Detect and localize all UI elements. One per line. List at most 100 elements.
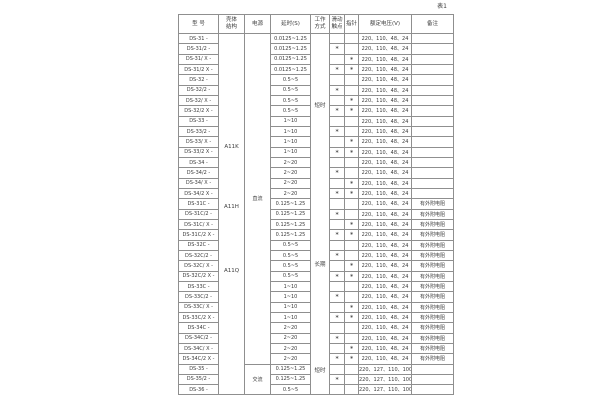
remark-cell: 有外附电阻 [411,198,454,210]
delay-cell: 0.0125~1.25 [270,43,311,55]
model-cell: DS-31/ X - [178,53,219,66]
slide-contact-cell [329,301,345,313]
header-shell: 壳体 结构 [218,14,245,34]
remark-cell [411,373,454,386]
pointer-cell [344,156,359,169]
pointer-cell: ∗ [344,146,359,158]
delay-cell: 0.5~5 [270,239,311,251]
header-voltage: 额定电压(V) [358,14,412,34]
remark-cell [411,115,454,127]
delay-cell: 0.125~1.25 [270,373,311,386]
remark-cell [411,43,454,55]
voltage-cell: 220、110、48、24 [358,156,412,169]
remark-cell: 有外附电阻 [411,332,454,344]
delay-cell: 0.5~5 [270,260,311,272]
model-cell: DS-33C/ X - [178,301,219,313]
remark-cell [411,105,454,117]
remark-cell [411,136,454,148]
slide-contact-cell: ∗ [329,43,345,55]
slide-contact-cell: ∗ [329,270,345,282]
model-cell: DS-33C/2 - [178,291,219,303]
pointer-cell [344,384,359,396]
pointer-cell: ∗ [344,301,359,313]
pointer-cell [344,84,359,96]
voltage-cell: 220、110、48、24 [358,249,412,262]
delay-cell: 0.5~5 [270,270,311,282]
model-cell: DS-31C/2 - [178,208,219,220]
slide-contact-cell [329,94,345,107]
delay-cell: 1~10 [270,291,311,303]
delay-cell: 0.0125~1.25 [270,63,311,76]
model-cell: DS-31 - [178,32,219,45]
slide-contact-cell [329,260,345,272]
model-cell: DS-32C/2 X - [178,270,219,282]
remark-cell: 有外附电阻 [411,208,454,220]
header-work-mode: 工作 方式 [310,14,330,34]
remark-cell: 有外附电阻 [411,270,454,282]
voltage-cell: 220、110、48、24 [358,74,412,86]
model-cell: DS-34/ X - [178,177,219,189]
pointer-cell [344,32,359,45]
slide-contact-cell [329,156,345,169]
slide-contact-cell [329,280,345,293]
model-cell: DS-33/2 - [178,125,219,138]
header-remark: 备注 [411,14,454,34]
pointer-cell: ∗ [344,53,359,66]
slide-contact-cell [329,342,345,355]
delay-cell: 0.125~1.25 [270,363,311,375]
remark-cell [411,84,454,96]
pointer-cell: ∗ [344,229,359,241]
model-cell: DS-33 - [178,115,219,127]
slide-contact-cell [329,74,345,86]
table-row: DS-31C/2 X -0.125~1.25 ∗ ∗ 220、110、48、24 有外附… [178,229,454,241]
model-cell: DS-34C - [178,322,219,334]
voltage-cell: 220、110、48、24 [358,322,412,334]
voltage-cell: 220、110、48、24 [358,218,412,231]
remark-cell [411,74,454,86]
voltage-cell: 220、110、48、24 [358,43,412,55]
model-cell: DS-31C - [178,198,219,210]
voltage-cell: 220、110、48、24 [358,342,412,355]
shell-structure-cell: A11K A11H A11Q [218,32,245,396]
pointer-cell: ∗ [344,260,359,272]
pointer-cell [344,167,359,179]
voltage-cell: 220、110、48、24 [358,301,412,313]
table-row: DS-31/2 X -0.0125~1.25 ∗ ∗ 220、110、48、24 [178,63,454,76]
remark-cell: 有外附电阻 [411,311,454,324]
header-power: 电源 [244,14,271,34]
delay-cell: 2~20 [270,177,311,189]
pointer-cell: ∗ [344,136,359,148]
voltage-cell: 220、110、48、24 [358,187,412,200]
table-row: DS-36 - 0.5~5 220、127、110、100 [178,384,454,396]
table-tag: 表1 [437,3,447,10]
pointer-cell [344,363,359,375]
pointer-cell [344,332,359,344]
delay-cell: 1~10 [270,125,311,138]
voltage-cell: 220、110、48、24 [358,353,412,365]
remark-cell: 有外附电阻 [411,239,454,251]
pointer-cell [344,198,359,210]
delay-cell: 0.125~1.25 [270,218,311,231]
remark-cell [411,94,454,107]
slide-contact-cell [329,384,345,396]
remark-cell: 有外附电阻 [411,353,454,365]
table-row: DS-33 - 1~10 220、110、48、24 [178,115,454,127]
voltage-cell: 220、110、48、24 [358,84,412,96]
pointer-cell: ∗ [344,270,359,282]
model-cell: DS-34C/2 X - [178,353,219,365]
voltage-cell: 220、110、48、24 [358,291,412,303]
voltage-cell: 220、110、48、24 [358,63,412,76]
pointer-cell: ∗ [344,94,359,107]
slide-contact-cell: ∗ [329,353,345,365]
slide-contact-cell [329,53,345,66]
pointer-cell: ∗ [344,105,359,117]
delay-cell: 0.5~5 [270,105,311,117]
model-cell: DS-31/2 X - [178,63,219,76]
slide-contact-cell: ∗ [329,125,345,138]
slide-contact-cell: ∗ [329,146,345,158]
pointer-cell [344,74,359,86]
model-cell: DS-34/2 X - [178,187,219,200]
pointer-cell: ∗ [344,342,359,355]
voltage-cell: 220、110、48、24 [358,208,412,220]
